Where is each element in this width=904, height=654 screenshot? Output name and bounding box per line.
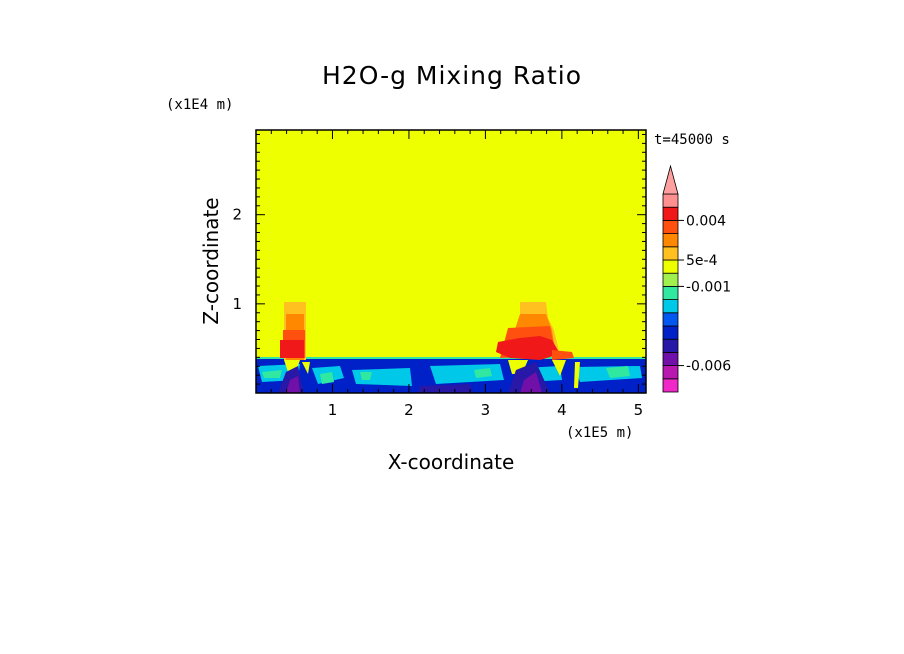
- plot-area: [256, 130, 646, 393]
- colorbar-level: [662, 325, 679, 340]
- colorbar-level: [662, 246, 679, 261]
- x-tick-label: 4: [557, 401, 567, 419]
- x-axis-label: X-coordinate: [388, 450, 515, 474]
- plume-right: [496, 302, 574, 360]
- y-tick-label: 1: [232, 295, 242, 313]
- colorbar: -0.006 -0.001 5e-4 0.004: [662, 164, 731, 393]
- x-unit-label: (x1E5 m): [566, 425, 633, 441]
- plume-left-core: [280, 340, 304, 358]
- colorbar-label: 0.004: [686, 213, 726, 229]
- axis-ticks: [256, 130, 646, 393]
- band-cyan-patches: [258, 364, 642, 386]
- colorbar-level: [662, 312, 679, 327]
- y-unit-label: (x1E4 m): [166, 97, 233, 113]
- x-tick-label: 2: [404, 401, 414, 419]
- plume-right-spread: [552, 350, 574, 360]
- time-label: t=45000 s: [654, 132, 730, 148]
- x-tick-label: 5: [634, 401, 644, 419]
- colorbar-level: [662, 259, 679, 274]
- colorbar-level: [662, 285, 679, 300]
- x-tick-labels: 1 2 3 4 5: [328, 401, 643, 419]
- colorbar-level: [662, 351, 679, 366]
- colorbar-level: [662, 299, 679, 314]
- colorbar-level: [662, 272, 679, 287]
- band-top-line: [256, 357, 646, 359]
- y-tick-label: 2: [232, 206, 242, 224]
- y-axis-label: Z-coordinate: [199, 197, 223, 324]
- plume-left: [280, 302, 306, 360]
- x-tick-label: 1: [328, 401, 338, 419]
- colorbar-level: [662, 338, 679, 353]
- colorbar-level: [662, 219, 679, 234]
- colorbar-label: -0.001: [686, 279, 731, 295]
- colorbar-label: -0.006: [686, 359, 731, 375]
- chart-title: H2O-g Mixing Ratio: [322, 61, 582, 90]
- plot-frame: [255, 129, 647, 394]
- colorbar-level: [662, 365, 679, 380]
- boundary-layer-band: [256, 357, 646, 393]
- colorbar-level: [662, 193, 679, 208]
- colorbar-overflow-arrow: [662, 164, 679, 195]
- colorbar-level: [662, 378, 679, 393]
- colorbar-level: [662, 206, 679, 221]
- plume-right-core: [496, 336, 560, 360]
- colorbar-level: [662, 233, 679, 248]
- y-tick-labels: 12: [232, 206, 242, 313]
- colorbar-label: 5e-4: [686, 253, 718, 269]
- field-background: [256, 130, 646, 393]
- x-tick-label: 3: [481, 401, 491, 419]
